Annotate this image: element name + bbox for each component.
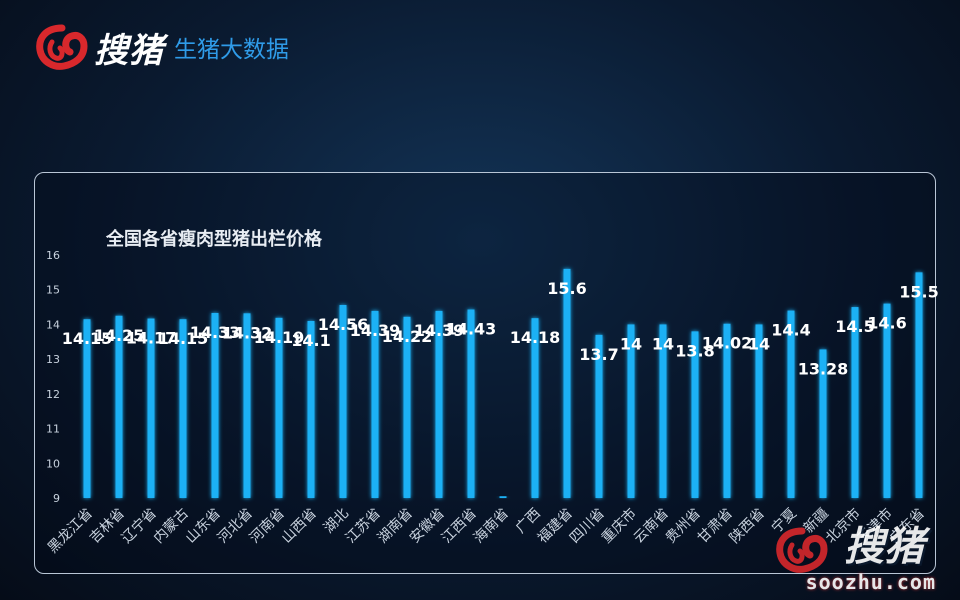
bar-value-label: 14.15 (158, 329, 209, 348)
brand-name: 搜猪 (94, 30, 164, 71)
bar (435, 310, 443, 498)
bar (403, 316, 411, 498)
x-tick-label: 内蒙古 (151, 506, 192, 547)
x-tick-label: 辽宁省 (118, 505, 160, 547)
bar (627, 324, 635, 498)
bar (595, 334, 603, 498)
x-tick-label: 吉林省 (87, 506, 128, 547)
bar-value-label: 14.1 (291, 331, 330, 350)
bar (275, 317, 283, 498)
bar (819, 349, 827, 498)
bar (467, 309, 475, 498)
y-tick-label: 10 (46, 457, 60, 470)
bar-value-label: 13.7 (579, 345, 618, 364)
bar-value-label: 14.19 (254, 328, 305, 347)
x-tick-label: 湖南省 (375, 506, 416, 547)
bar (211, 312, 219, 498)
bar (659, 324, 667, 498)
bar-value-label: 14.33 (190, 323, 241, 342)
bar (371, 310, 379, 498)
bar-value-label: 14.17 (126, 329, 177, 348)
bar-value-label: 14 (748, 334, 770, 353)
bar (755, 324, 763, 498)
x-tick-label: 贵州省 (663, 506, 704, 547)
header: 搜猪 生猪大数据 (34, 22, 289, 72)
x-tick-label: 海南省 (471, 506, 512, 547)
bar (851, 307, 859, 498)
bar-value-label: 14.32 (222, 323, 273, 342)
x-tick-label: 安徽省 (407, 506, 448, 547)
bar-value-label: 14.15 (62, 329, 113, 348)
x-tick-label: 河北省 (215, 506, 256, 547)
bar-value-label: 14.5 (835, 317, 874, 336)
bar-value-label: 14.25 (94, 326, 145, 345)
bar (531, 318, 539, 498)
bar-value-label: 14.18 (510, 328, 561, 347)
bar-value-label: 14 (652, 334, 674, 353)
bar (499, 496, 507, 498)
bar (723, 323, 731, 498)
watermark: 搜猪 soozhu.com (772, 504, 942, 594)
bar (147, 318, 155, 498)
bar (115, 315, 123, 498)
soozhu-logo-icon (36, 24, 88, 70)
watermark-brand: 搜猪 (844, 523, 924, 570)
y-axis: 9 10 11 12 13 14 15 16 (46, 249, 60, 505)
x-tick-label: 福建省 (535, 506, 576, 547)
bars (83, 268, 923, 498)
x-tick-label: 重庆市 (598, 505, 640, 547)
bar-value-label: 14 (620, 334, 642, 353)
bar-value-label: 15.5 (899, 282, 938, 301)
x-tick-label: 甘肃省 (695, 506, 736, 547)
x-tick-label: 陕西省 (727, 506, 768, 547)
x-tick-label: 山西省 (279, 506, 320, 547)
bar-value-label: 14.22 (382, 327, 433, 346)
bar (691, 331, 699, 498)
bar (915, 272, 923, 498)
bar-value-label: 13.28 (798, 359, 849, 378)
bar (243, 313, 251, 498)
bar (307, 320, 315, 498)
bar (339, 304, 347, 498)
x-tick-label: 黑龙江省 (45, 506, 96, 557)
x-tick-label: 江西省 (439, 506, 480, 547)
y-tick-label: 13 (46, 353, 60, 366)
bar-value-label: 14.39 (350, 321, 401, 340)
bar (179, 319, 187, 498)
bar-value-label: 15.6 (547, 279, 586, 298)
bar (883, 303, 891, 498)
bar-value-label: 14.6 (867, 314, 906, 333)
bar-value-label: 13.8 (675, 341, 714, 360)
bar-value-label: 14.4 (771, 321, 810, 340)
bar (787, 310, 795, 498)
bar (563, 268, 571, 498)
x-tick-label: 河南省 (247, 506, 288, 547)
bar (83, 319, 91, 498)
bar-value-label: 14.39 (414, 321, 465, 340)
y-tick-label: 16 (46, 249, 60, 262)
bar-value-label: 14.43 (446, 320, 497, 339)
x-tick-label: 四川省 (567, 506, 608, 547)
brand-subtitle: 生猪大数据 (174, 37, 289, 63)
y-tick-label: 12 (46, 388, 60, 401)
value-labels: 14.1514.2514.1714.1514.3314.3214.1914.11… (62, 279, 939, 379)
bar-value-label: 14.56 (318, 315, 369, 334)
watermark-logo-icon (776, 527, 828, 573)
x-tick-label: 山东省 (183, 506, 224, 547)
y-tick-label: 15 (46, 284, 60, 297)
y-tick-label: 11 (46, 423, 60, 436)
x-tick-label: 江苏省 (343, 506, 384, 547)
watermark-site: soozhu.com (805, 570, 936, 594)
chart-title: 全国各省瘦肉型猪出栏价格 (106, 229, 322, 250)
bar-value-label: 14.02 (702, 334, 753, 353)
x-tick-label: 云南省 (631, 506, 672, 547)
y-tick-label: 14 (46, 318, 60, 331)
y-tick-label: 9 (53, 492, 60, 505)
